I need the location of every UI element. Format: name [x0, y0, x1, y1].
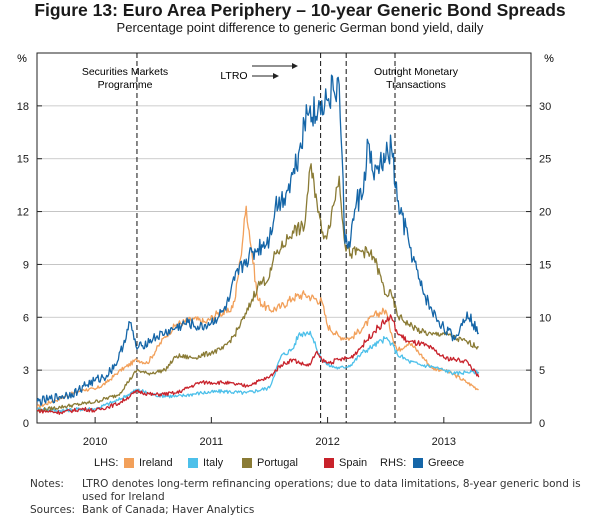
left-tick-label: 0 [23, 418, 29, 430]
sources-text: Bank of Canada; Haver Analytics [82, 504, 255, 516]
left-tick-label: 15 [17, 154, 29, 166]
chart-subtitle: Percentage point difference to generic G… [116, 20, 484, 35]
legend-label-italy: Italy [203, 457, 224, 469]
legend-swatch-spain [324, 458, 334, 468]
legend-lhs-label: LHS: [94, 457, 118, 469]
x-tick-label: 2012 [315, 436, 339, 448]
annotation-smp-line2: Programme [98, 79, 153, 91]
series-line-portugal [37, 163, 479, 413]
series-line-italy [37, 330, 480, 414]
left-tick-label: 9 [23, 259, 29, 271]
footnotes: Notes: LTRO denotes long-term refinancin… [30, 478, 590, 517]
plot-frame [36, 52, 532, 424]
annotation-omt-line1: Outright Monetary [374, 66, 459, 78]
left-tick-label: 6 [23, 312, 29, 324]
x-tick-label: 2013 [432, 436, 456, 448]
legend: LHS: Ireland Italy Portugal Spain RHS: Greece [94, 457, 464, 469]
annotation-omt-line2: Transactions [386, 79, 446, 91]
legend-swatch-portugal [242, 458, 252, 468]
legend-label-greece: Greece [428, 457, 464, 469]
sources-label: Sources: [30, 504, 76, 516]
right-axis-unit: % [544, 53, 554, 65]
notes-label: Notes: [30, 478, 64, 490]
annotation-smp-line1: Securities Markets [82, 66, 168, 78]
legend-swatch-greece [413, 458, 423, 468]
left-tick-label: 3 [23, 365, 29, 377]
right-tick-label: 0 [539, 418, 545, 430]
legend-label-portugal: Portugal [257, 457, 298, 469]
series-line-spain [37, 314, 480, 415]
legend-rhs-label: RHS: [380, 457, 406, 469]
x-tick-label: 2010 [83, 436, 107, 448]
right-tick-label: 20 [539, 207, 551, 219]
right-tick-label: 30 [539, 101, 551, 113]
annotation-ltro: LTRO [220, 70, 247, 82]
right-tick-label: 15 [539, 259, 551, 271]
left-tick-label: 18 [17, 101, 29, 113]
x-tick-label: 2011 [200, 436, 224, 448]
notes-text: LTRO denotes long-term refinancing opera… [82, 478, 581, 503]
left-axis-unit: % [17, 53, 27, 65]
ltro-arrows [252, 63, 298, 79]
legend-swatch-ireland [124, 458, 134, 468]
legend-swatch-italy [188, 458, 198, 468]
legend-label-ireland: Ireland [139, 457, 173, 469]
right-tick-label: 25 [539, 154, 551, 166]
legend-label-spain: Spain [339, 457, 367, 469]
series-line-greece [37, 74, 480, 407]
chart-title: Figure 13: Euro Area Periphery – 10-year… [34, 0, 566, 20]
right-tick-label: 10 [539, 312, 551, 324]
series-line-ireland [37, 205, 479, 409]
right-tick-label: 5 [539, 365, 545, 377]
left-tick-label: 12 [17, 207, 29, 219]
